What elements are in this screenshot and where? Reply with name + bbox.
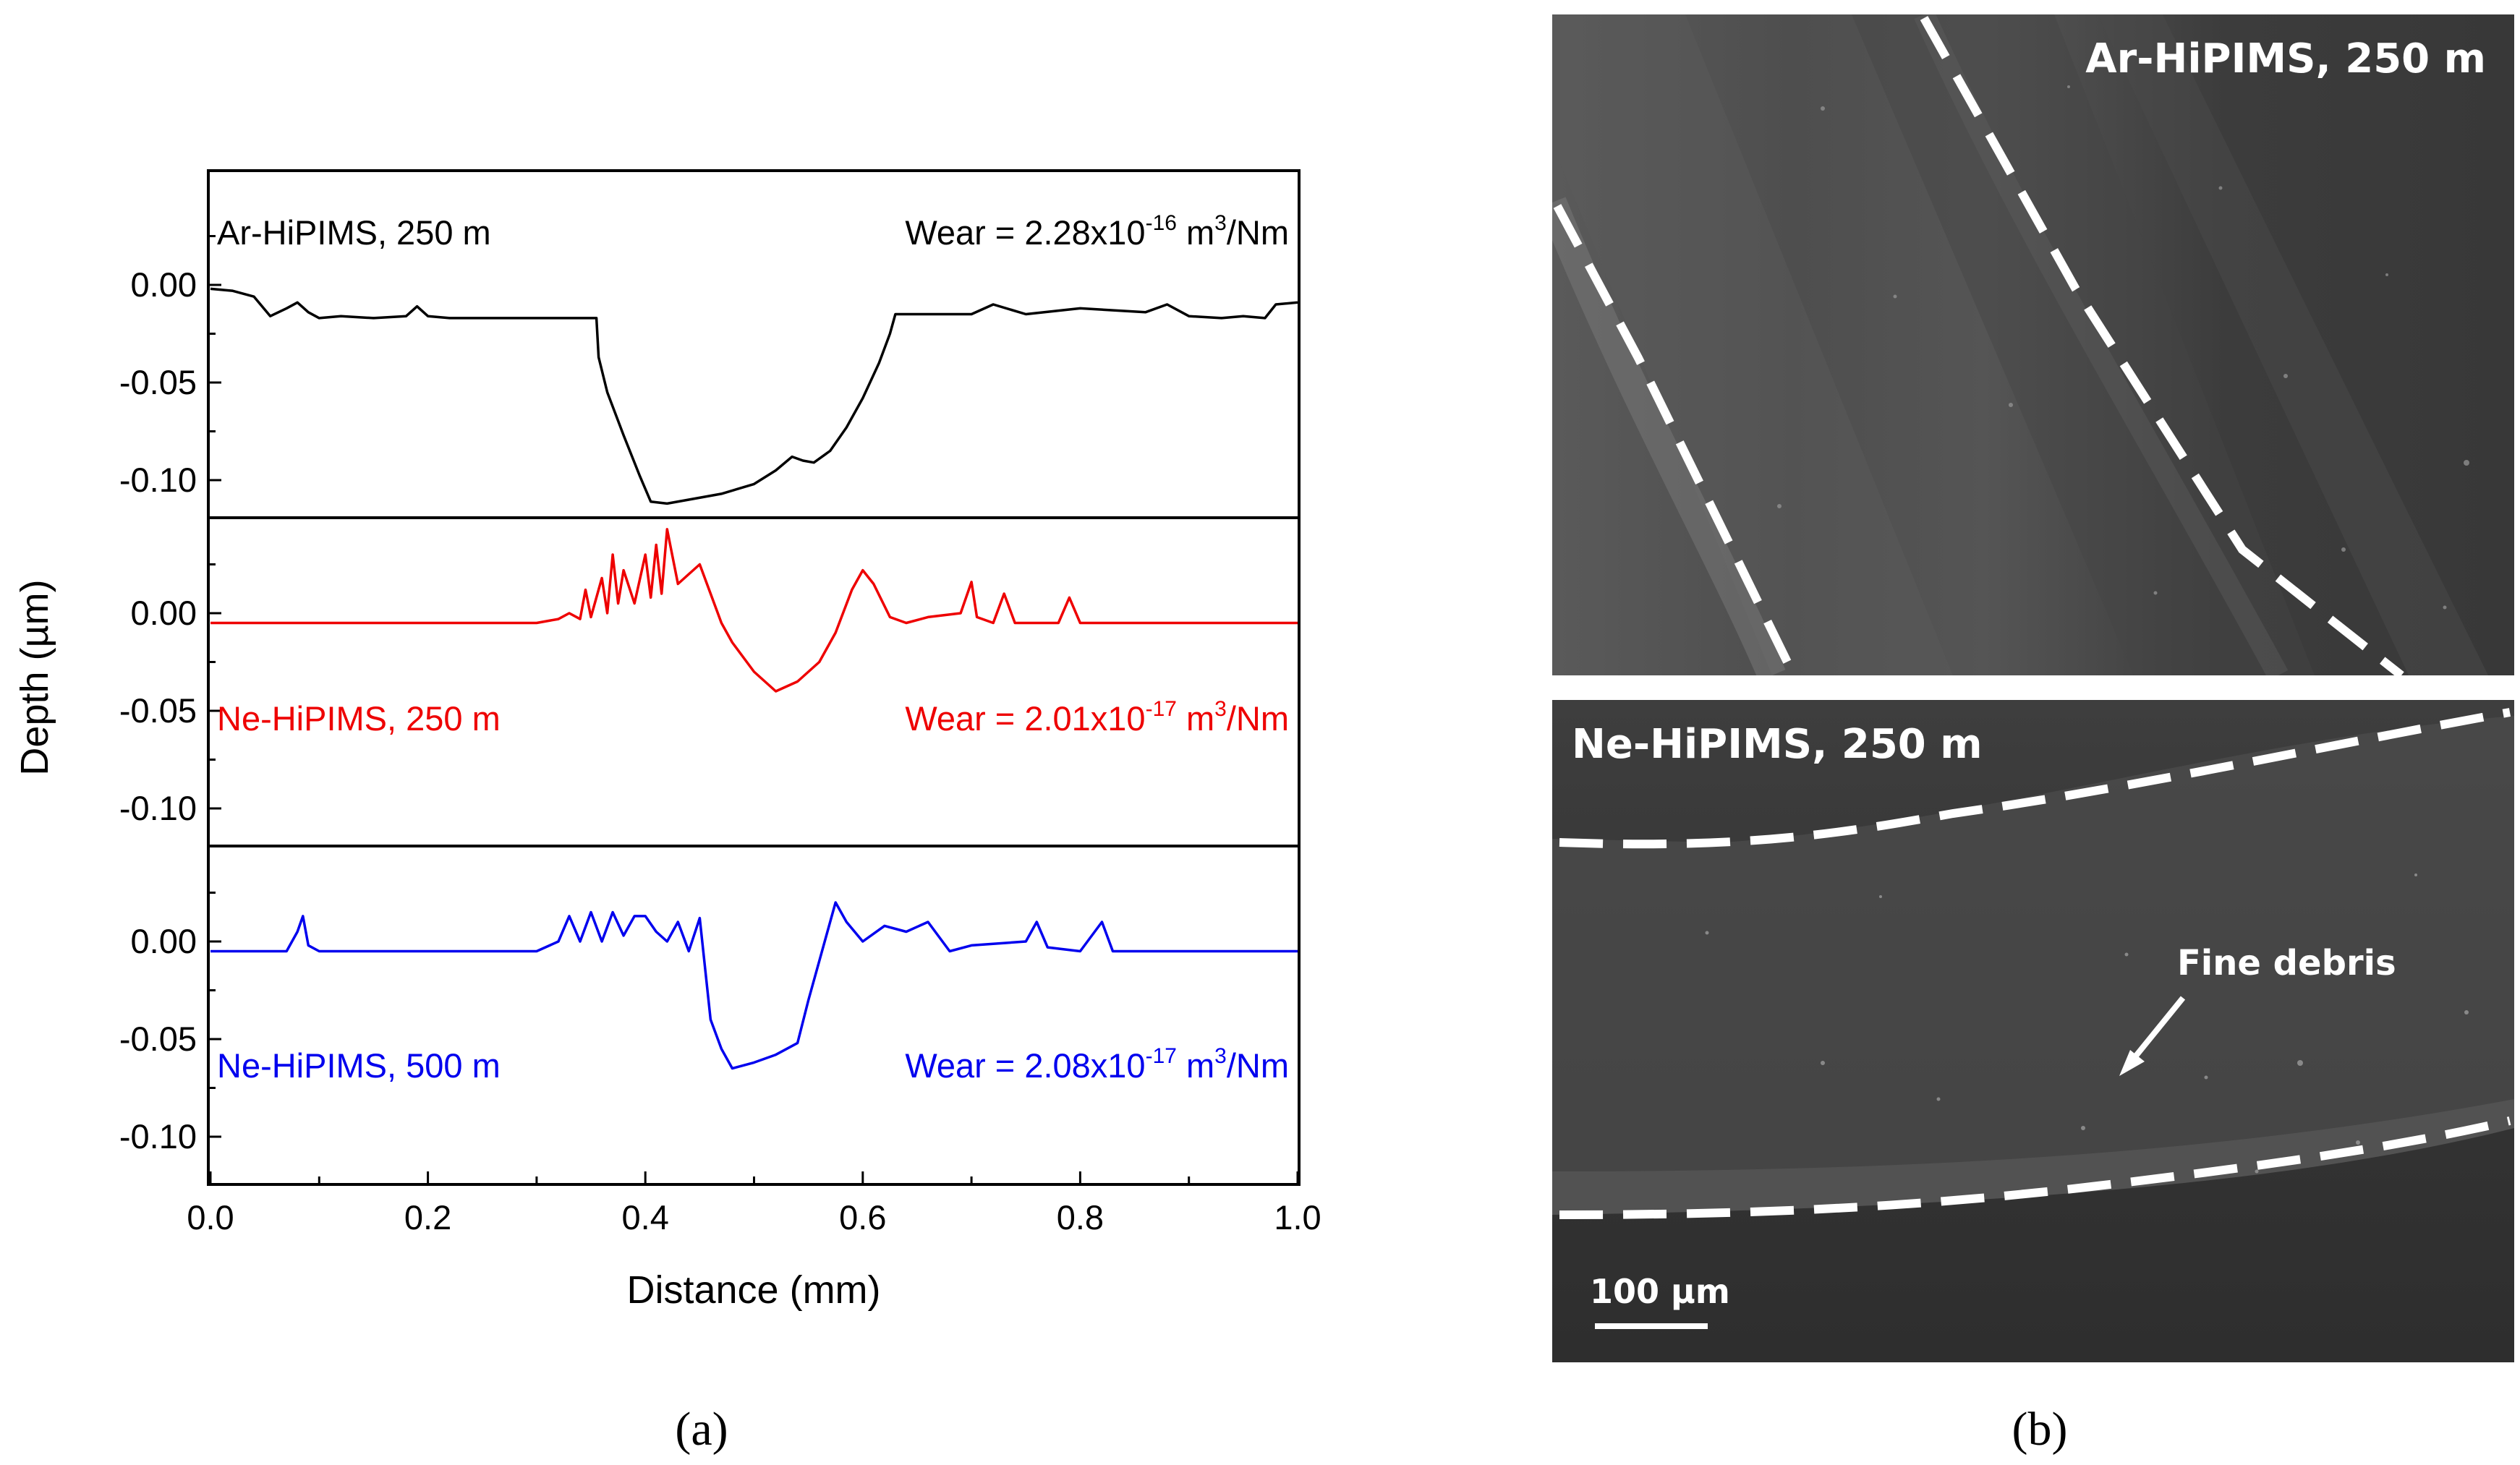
sem-top-boundary-left (1553, 204, 1798, 675)
panel-a-chart: 0.00 -0.05 -0.10 0.00 -0.05 -0.10 0.00 -0.05 -0.… (13, 169, 1321, 1456)
ne-500-profile-line (210, 901, 1298, 1070)
sem-bottom-label: Ne-HiPIMS, 250 m (1572, 721, 1983, 768)
x-tick-label: 0.0 (187, 1198, 234, 1237)
sem-top-label: Ar-HiPIMS, 250 m (2085, 35, 2486, 82)
sem-bottom-boundary-top (1559, 708, 2511, 849)
y-tick-label: -0.05 (119, 363, 197, 401)
x-tick-label: 0.8 (1057, 1198, 1104, 1237)
y-tick-label: -0.05 (119, 691, 197, 730)
curves-layer (210, 287, 1298, 1070)
y-tick-label: 0.00 (131, 594, 197, 632)
sem-bottom-boundary-bottom (1559, 1116, 2511, 1219)
panel-a-caption: (a) (675, 1403, 728, 1456)
x-tick-label: 1.0 (1274, 1198, 1321, 1237)
sem-bottom-specks (1705, 874, 2469, 1174)
panel-b-sem-images: Ar-HiPIMS, 250 m Ne-HiPIMS, 250 m Fine d… (1552, 14, 2514, 1456)
fine-debris-label: Fine debris (2177, 943, 2396, 983)
ne-250-profile-line (210, 528, 1298, 693)
ar-250-label: Ar-HiPIMS, 250 m (217, 213, 491, 252)
debris-arrow-shaft (2127, 996, 2186, 1065)
ar-250-wear-label: Wear = 2.28x10-16 m3/Nm (905, 211, 1289, 252)
ne-500-wear-label: Wear = 2.08x10-17 m3/Nm (905, 1044, 1289, 1085)
panel-b-caption: (b) (2012, 1403, 2068, 1456)
ne-250-label: Ne-HiPIMS, 250 m (217, 699, 501, 738)
y-axis-ticks: 0.00 -0.05 -0.10 0.00 -0.05 -0.10 0.00 -0.05 -0.… (119, 235, 221, 1156)
ne-500-label: Ne-HiPIMS, 500 m (217, 1046, 501, 1085)
y-tick-label: -0.10 (119, 1117, 197, 1156)
plot-frame (207, 169, 1301, 1186)
scale-bar-label: 100 µm (1590, 1272, 1730, 1311)
y-tick-label: -0.05 (119, 1020, 197, 1058)
y-tick-label: -0.10 (119, 789, 197, 827)
scale-bar (1595, 1323, 1708, 1329)
x-tick-label: 0.6 (839, 1198, 886, 1237)
sem-image-bottom (1552, 700, 2514, 1362)
y-tick-label: -0.10 (119, 461, 197, 499)
x-tick-label: 0.2 (404, 1198, 451, 1237)
ar-250-profile-line (210, 287, 1298, 505)
y-axis-label: Depth (µm) (13, 579, 56, 775)
sem-image-top (1552, 14, 2514, 675)
x-axis-ticks: 0.0 0.2 0.4 0.6 0.8 1.0 (187, 1171, 1321, 1237)
sem-top-boundary-right (1920, 16, 2404, 675)
x-tick-label: 0.4 (622, 1198, 669, 1237)
x-axis-label: Distance (mm) (626, 1268, 880, 1312)
sem-top-specks (1777, 85, 2469, 610)
ne-250-wear-label: Wear = 2.01x10-17 m3/Nm (905, 697, 1289, 738)
y-tick-label: 0.00 (131, 265, 197, 304)
debris-arrow-head (2119, 1050, 2145, 1076)
y-tick-label: 0.00 (131, 922, 197, 960)
